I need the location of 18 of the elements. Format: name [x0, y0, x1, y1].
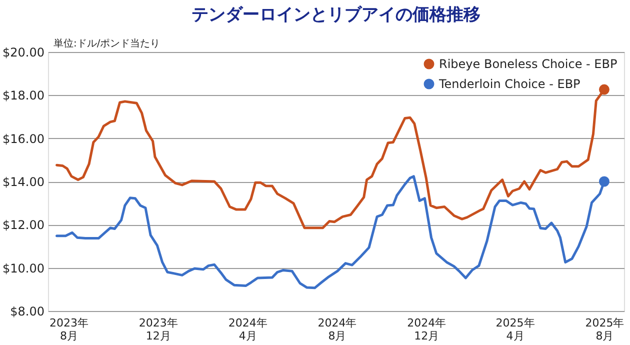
legend-label: Ribeye Boneless Choice - EBP [439, 57, 618, 71]
x-tick-label: 2024年 12月 [407, 316, 446, 342]
x-tick-label: 2024年 8月 [318, 316, 357, 342]
y-tick-label: $20.00 [2, 46, 44, 60]
y-tick-label: $12.00 [2, 218, 44, 232]
x-tick-label: 2025年 4月 [496, 316, 535, 342]
y-axis-title: 単位:ドル/ポンド当たり [54, 38, 160, 50]
y-tick-label: $18.00 [2, 88, 44, 103]
x-tick-label: 2023年 8月 [50, 316, 89, 342]
y-tick-label: $8.00 [10, 304, 44, 318]
chart-title: テンダーロインとリブアイの価格推移 [192, 5, 480, 25]
x-tick-label: 2023年 12月 [138, 316, 178, 342]
x-tick-label: 2024年 4月 [228, 316, 268, 342]
y-tick-label: $10.00 [2, 261, 44, 276]
legend-label: Tenderloin Choice - EBP [438, 77, 580, 91]
y-tick-label: $16.00 [2, 132, 44, 146]
y-tick-label: $14.00 [2, 175, 44, 189]
x-tick-label: 2025年 8月 [585, 316, 624, 342]
